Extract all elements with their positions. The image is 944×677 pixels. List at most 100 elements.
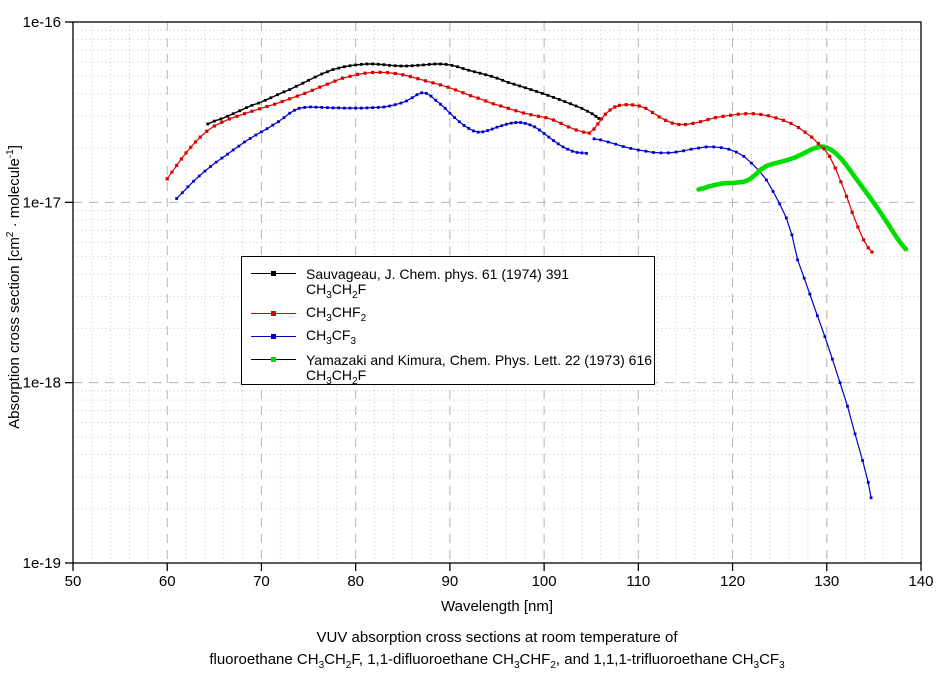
series-marker <box>365 62 369 66</box>
series-marker <box>260 130 263 134</box>
series-marker <box>592 127 596 131</box>
series-marker <box>410 96 414 100</box>
series-marker <box>348 106 352 110</box>
series-marker <box>790 233 794 237</box>
series-marker <box>342 65 346 69</box>
series-marker <box>461 67 465 70</box>
series-marker <box>257 101 261 105</box>
series-marker <box>670 121 674 125</box>
series-marker <box>491 102 495 106</box>
series-marker <box>484 73 488 77</box>
series-marker <box>212 119 216 123</box>
series-marker <box>282 90 286 94</box>
series-marker <box>184 151 188 155</box>
y-tick-label: 1e-16 <box>23 14 61 31</box>
series-marker <box>597 117 601 120</box>
series-marker <box>599 117 604 121</box>
legend-entry-yamazaki: Yamazaki and Kimura, Chem. Phys. Lett. 2… <box>242 351 654 386</box>
series-marker <box>382 63 386 67</box>
series-marker <box>796 258 799 262</box>
series-marker <box>254 133 258 137</box>
series-marker <box>355 72 360 77</box>
series-marker <box>659 151 663 155</box>
series-marker <box>309 105 312 109</box>
series-marker <box>371 62 375 66</box>
series-marker <box>580 151 584 155</box>
series-marker <box>552 139 555 142</box>
series-marker <box>237 144 241 148</box>
series-marker <box>704 145 708 149</box>
series-marker <box>186 185 190 189</box>
series-marker <box>742 154 746 158</box>
series-marker <box>388 63 391 67</box>
series-marker <box>282 116 286 120</box>
series-marker <box>833 166 837 170</box>
series-marker <box>569 102 572 106</box>
legend-marker-green <box>251 356 296 363</box>
series-marker <box>371 106 375 110</box>
series-marker <box>563 100 567 103</box>
series-marker <box>170 170 174 174</box>
y-tick-label: 1e-18 <box>23 375 61 392</box>
series-marker <box>354 106 358 110</box>
y-tick-label: 1e-17 <box>23 194 61 211</box>
series-marker <box>606 140 610 144</box>
series-marker <box>453 116 456 120</box>
series-marker <box>313 75 317 79</box>
series-line-yamazaki-ch3ch2f-green- <box>696 144 909 252</box>
series-marker <box>439 102 442 106</box>
series-marker <box>774 116 778 120</box>
series-marker <box>481 130 485 134</box>
series-marker <box>650 110 655 115</box>
x-tick-label: 70 <box>253 573 270 590</box>
series-marker <box>265 104 269 109</box>
legend-marker-black <box>251 270 296 277</box>
series-marker <box>293 108 296 112</box>
x-tick-label: 130 <box>814 573 839 590</box>
series-marker <box>220 120 224 124</box>
legend-entry-ch3chf2: CH3CHF2 <box>242 304 654 323</box>
series-marker <box>575 151 579 154</box>
series-marker <box>405 64 408 68</box>
series-marker <box>359 62 363 66</box>
series-marker <box>320 72 324 76</box>
series-marker <box>226 152 229 156</box>
series-marker <box>175 197 179 200</box>
series-marker <box>828 154 832 158</box>
series-marker <box>781 118 786 122</box>
series-marker <box>197 174 201 178</box>
series-marker <box>365 106 369 110</box>
series-marker <box>631 103 635 107</box>
series-marker <box>410 64 414 68</box>
series-marker <box>853 432 857 436</box>
series-marker <box>803 130 807 134</box>
series-marker <box>567 125 571 129</box>
series-marker <box>603 112 607 116</box>
series-marker <box>420 91 424 95</box>
series-marker <box>320 106 324 109</box>
series-marker <box>427 62 431 66</box>
series-marker <box>484 99 488 103</box>
series-marker <box>433 62 437 66</box>
series-marker <box>592 137 596 141</box>
series-marker <box>613 105 617 109</box>
series-marker <box>393 103 397 107</box>
series-marker <box>242 112 247 116</box>
series-marker <box>529 113 533 117</box>
series-marker <box>277 120 280 124</box>
series-marker <box>556 142 560 146</box>
series-marker <box>736 112 740 116</box>
legend-entry-ch3cf3: CH3CF3 <box>242 327 654 346</box>
series-marker <box>617 103 622 107</box>
x-tick-label: 80 <box>347 573 364 590</box>
series-marker <box>399 64 403 68</box>
series-marker <box>698 120 703 124</box>
series-marker <box>326 106 329 110</box>
series-marker <box>744 112 748 116</box>
series-marker <box>382 105 386 109</box>
series-marker <box>269 96 273 100</box>
series-marker <box>614 142 618 146</box>
series-marker <box>652 151 655 154</box>
legend-label: Sauvageau, J. Chem. phys. 61 (1974) 391 <box>306 265 570 282</box>
series-line-ch3cf3-blue- <box>593 138 872 499</box>
